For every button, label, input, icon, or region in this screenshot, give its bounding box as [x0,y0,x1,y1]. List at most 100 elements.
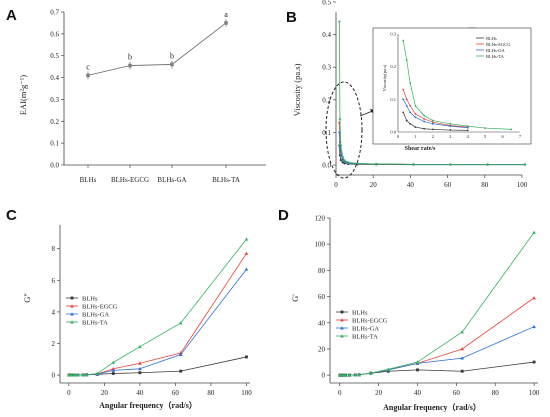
panel-c-legend-label-blhs-ta: BLHs-TA [82,319,108,326]
panel-d-point-blhs-ta [369,371,373,375]
panel-d-ytick-label: 60 [318,293,326,301]
panel-b-point-blhs-ta [375,162,378,166]
panel-b-inset-ylabel: Viscosity(pa.s) [382,64,387,91]
panel-letter-b: B [286,9,297,26]
panel-c-ytick-label: 0 [52,372,56,380]
panel-c-point-blhs-ga [111,368,116,372]
panel-b-point-blhs-ga [339,154,342,157]
panel-a-ylabel: EAI(m²g⁻¹) [18,75,28,115]
panel-b-inset-point-blhs-ga [431,122,434,125]
panel-b-point-blhs-ta [523,163,527,166]
panel-b-xtick-label: 100 [517,181,528,189]
panel-c-point-blhs [179,369,183,373]
panel-b-xtick-label: 20 [370,181,378,189]
panel-b-point-blhs-ta [412,163,415,166]
panel-c-point-blhs-ga [178,352,183,356]
panel-d-legend-marker-blhs [340,310,344,314]
panel-b-ytick-label: 0.1 [322,129,331,137]
panel-d-legend-marker-blhs-egcg [340,318,344,322]
panel-letter-d: D [278,207,289,224]
panel-b-ytick-label: 0.5 [322,0,331,7]
panel-d-point-blhs-ta [343,373,348,377]
panel-d-axes: 0 20 40 60 80 100 120 0 20 40 60 80 100 [315,215,540,398]
panel-b-inset-point-blhs-ta [449,122,452,125]
panel-c-point-blhs-ta [178,321,183,325]
panel-c-point-blhs-ga [244,267,249,271]
panel-b-line-blhs-ta [338,21,525,165]
panel-b-inset-xtick-label: 6 [501,134,504,139]
panel-d-ytick-label: 0 [322,372,326,380]
panel-a-xtick-label: BLHs-TA [212,176,240,184]
panel-b-inset-xtick-label: 7 [519,134,522,139]
panel-b-point-blhs-ta [341,155,344,158]
panel-d-xtick-label: 40 [414,389,422,397]
panel-a-chart: EAI(m²g⁻¹) 0.0 0.1 0.2 0.3 0.4 0.5 0.6 0.7 BLHs B… [18,9,266,184]
panel-b-ytick-label: 0.3 [322,64,331,72]
panel-b-inset-xtick-label: 5 [484,134,487,139]
panel-c-point-blhs-ta [72,373,77,377]
panel-b-inset-point-blhs-ta [405,59,408,62]
panel-d-legend-label-blhs-egcg: BLHs-EGCG [352,317,388,324]
panel-c-xtick-label: 80 [207,389,215,397]
panel-d-point-blhs [460,369,464,373]
panel-d-point-blhs-ta [415,360,420,364]
panel-b-ylabel: Viscosity (pa.s) [292,63,302,116]
panel-b-ytick-label: 0.0 [322,162,331,170]
panel-a-ytick-label: 0.3 [50,96,59,104]
panel-a-xtick-label: BLHs-GA [157,176,186,184]
panel-d-ytick-label: 80 [318,267,326,275]
panel-b-inset-point-blhs-ga [405,104,408,107]
panel-c-line-blhs [69,356,247,376]
panel-c-legend-label-blhs: BLHs [82,295,98,302]
panel-a-ytick-label: 0.6 [50,30,59,38]
panel-b-inset-point-blhs-egcg [423,118,426,120]
panel-b-inset-point-blhs-ta [466,125,469,128]
panel-b-inset-ytick-label: 0.1 [390,97,396,102]
panel-d-point-blhs-ta [353,373,358,377]
panel-b-inset-point-blhs-ta [402,39,405,42]
panel-b-point-blhs-ta [343,159,346,162]
panel-d-marks [338,230,536,377]
panel-d-ytick-label: 40 [318,319,326,327]
panel-a-ytick-label: 0.1 [50,140,59,148]
panel-b-point-blhs [339,159,342,162]
panel-c-legend-label-blhs-ga: BLHs-GA [82,311,109,318]
panel-d-point-blhs-egcg [460,347,464,351]
panel-d-ylabel: G' [290,294,300,302]
panel-c-point-blhs-ga [138,366,142,371]
panel-b-point-blhs-ta [449,163,452,166]
panel-b-inset-point-blhs-ga [409,111,412,114]
panel-d-point-blhs-ta [357,372,361,377]
panel-c-point-blhs-ta [69,373,74,377]
panel-d-point-blhs [416,368,419,372]
panel-b-xtick-label: 40 [407,181,415,189]
panel-b-inset-point-blhs-egcg [409,104,412,107]
panel-d-point-blhs-ta [532,230,536,234]
panel-b-inset-point-blhs-ta [510,128,513,131]
panel-b-inset-line-blhs-egcg [402,89,468,128]
panel-c-legend-marker-blhs [70,296,74,300]
panel-a-ytick-label: 0.2 [50,118,59,126]
panel-d-ytick-label: 20 [318,345,326,353]
panel-b-ytick-label: 0.4 [322,31,331,39]
panel-a-sig-letter: b [170,51,174,60]
panel-b-inset-ytick-label: 0.0 [390,130,396,135]
panel-letter-a: A [6,7,17,24]
panel-b-inset-legend-label-blhs: BLHs [486,36,497,41]
panel-letter-c: C [6,207,17,224]
panel-b-point-blhs [341,161,344,164]
panel-b-point-blhs-ga [338,131,341,134]
panel-b-inset-point-blhs [466,129,469,132]
panel-a-ytick-label: 0.5 [50,52,59,60]
panel-b-inset-xtick-label: 1 [414,134,416,139]
panel-d-point-blhs-egcg [532,296,536,300]
panel-b-inset-point-blhs-egcg [431,121,434,124]
panel-b-point-blhs [343,162,346,165]
panel-b-xtick-label: 80 [481,181,489,189]
panel-c-point-blhs-ta [95,371,100,375]
panel-d-ytick-label: 120 [315,215,326,223]
panel-b-inset-point-blhs [405,119,408,122]
panel-d-point-blhs [532,360,536,364]
panel-a-ytick-label: 0.7 [50,9,59,17]
